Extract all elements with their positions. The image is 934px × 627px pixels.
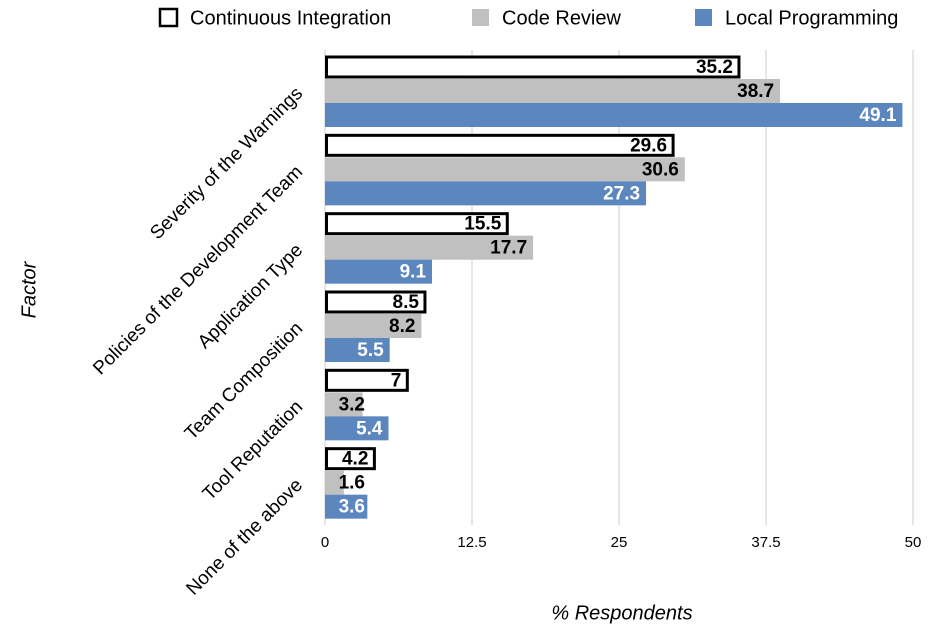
bar [325,157,685,182]
data-label: 17.7 [490,238,527,259]
data-label: 4.2 [342,449,368,470]
bar [325,235,534,260]
y-tick-label: Severity of the Warnings [146,83,307,244]
legend-label: Code Review [502,7,622,29]
bar [325,79,781,103]
bar [325,368,409,392]
x-axis-label: % Respondents [551,602,692,624]
data-label: 30.6 [642,159,679,180]
x-tick-label: 50 [905,534,922,551]
bar [325,447,376,471]
data-label: 5.4 [356,418,383,439]
data-label: 9.1 [400,262,427,283]
data-label: 38.7 [737,81,774,102]
data-label: 15.5 [464,214,501,235]
data-label: 1.6 [339,473,365,494]
data-label: 3.2 [339,394,365,415]
bar [325,470,344,495]
bar [325,392,363,417]
legend-swatch [158,7,179,28]
bar [325,103,903,127]
data-label: 8.5 [393,292,420,313]
bar [325,212,509,236]
bar [325,494,368,519]
bar [325,416,389,441]
bar [325,133,675,157]
y-axis-label: Factor [18,260,40,318]
data-label: 3.6 [339,497,365,518]
legend-label: Local Programming [725,7,898,29]
data-label: 29.6 [630,135,667,156]
data-label: 49.1 [859,105,896,126]
x-tick-label: 37.5 [751,534,780,551]
bar [325,290,427,314]
data-label: 5.5 [357,340,384,361]
data-label: 8.2 [389,316,415,337]
bar [325,314,422,338]
data-label: 27.3 [603,183,640,204]
legend-swatch [695,9,712,26]
x-tick-label: 12.5 [457,534,486,551]
legend-swatch [472,9,489,26]
y-tick-label: None of the above [182,475,307,600]
bar [325,181,647,206]
x-tick-label: 25 [611,534,628,551]
data-label: 7 [391,370,402,391]
bar [325,259,433,284]
legend-label: Continuous Integration [190,7,391,29]
bar [325,338,390,362]
x-tick-label: 0 [321,534,329,551]
data-label: 35.2 [696,57,733,78]
bar [325,55,741,79]
